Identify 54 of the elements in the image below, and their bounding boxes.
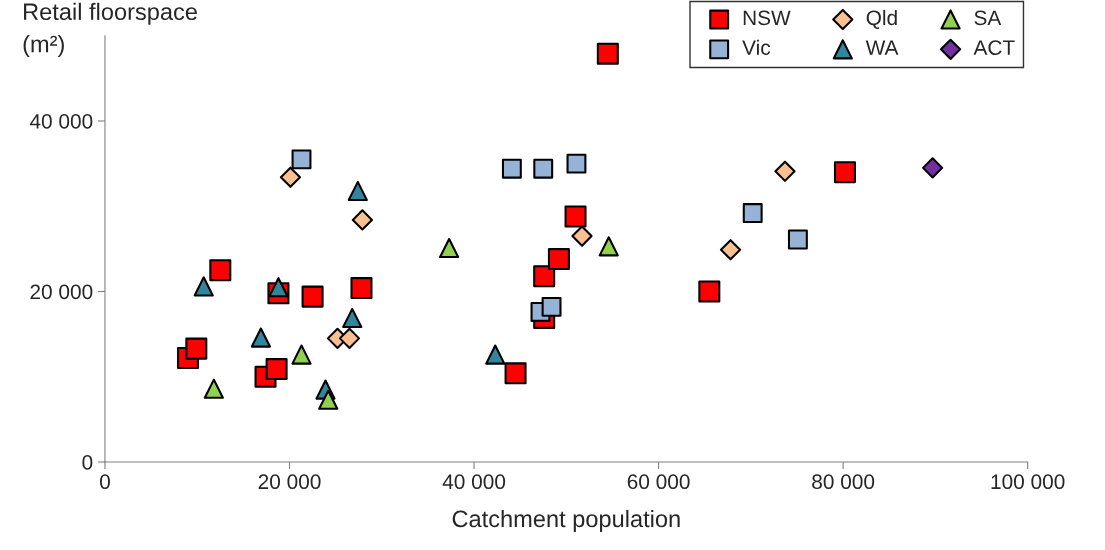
- point: [533, 158, 554, 179]
- y-tick-label: 0: [82, 455, 93, 470]
- point: [598, 236, 619, 257]
- point: [301, 285, 324, 308]
- legend-label: Qld: [866, 9, 897, 29]
- y-tick-label: 20 000: [30, 284, 93, 300]
- y-axis-title: Retail floorspace (m²): [23, 2, 197, 58]
- point: [922, 157, 944, 179]
- point: [279, 166, 302, 188]
- x-tick-label: 100 000: [991, 474, 1065, 490]
- point: [719, 239, 742, 261]
- x-tick-label: 0: [100, 474, 110, 490]
- point: [291, 149, 312, 170]
- point: [439, 237, 460, 259]
- point: [504, 362, 527, 385]
- point: [268, 277, 289, 298]
- point: [485, 344, 506, 365]
- point: [185, 337, 208, 360]
- point: [501, 158, 522, 179]
- x-tick-label: 40 000: [442, 474, 506, 490]
- x-tick-label: 80 000: [812, 474, 875, 490]
- point: [566, 153, 587, 174]
- point: [774, 160, 796, 182]
- point: [596, 42, 619, 65]
- point: [787, 229, 808, 250]
- point: [250, 327, 271, 348]
- point: [265, 358, 288, 381]
- point: [541, 296, 562, 317]
- legend-label: ACT: [973, 40, 1015, 56]
- point: [350, 277, 373, 300]
- point: [742, 203, 763, 224]
- legend-label: WA: [865, 40, 899, 55]
- point: [698, 280, 721, 303]
- point: [564, 205, 587, 228]
- x-tick-label: 60 000: [627, 474, 690, 490]
- point: [342, 307, 363, 329]
- point: [347, 180, 368, 201]
- legend-label: SA: [974, 10, 1002, 26]
- point: [193, 276, 214, 297]
- x-tick-label: 20 000: [258, 474, 321, 490]
- legend-label: Vic: [742, 39, 771, 56]
- point: [833, 161, 856, 184]
- point: [533, 265, 556, 288]
- point: [203, 378, 224, 399]
- legend-label: NSW: [743, 10, 791, 26]
- point: [547, 248, 570, 271]
- x-axis-title: Catchment population: [452, 509, 680, 532]
- point: [351, 209, 374, 231]
- point: [318, 389, 339, 410]
- point: [291, 344, 312, 365]
- point: [571, 225, 593, 247]
- y-tick-label: 40 000: [29, 114, 93, 129]
- point: [209, 259, 232, 282]
- point: [338, 327, 361, 349]
